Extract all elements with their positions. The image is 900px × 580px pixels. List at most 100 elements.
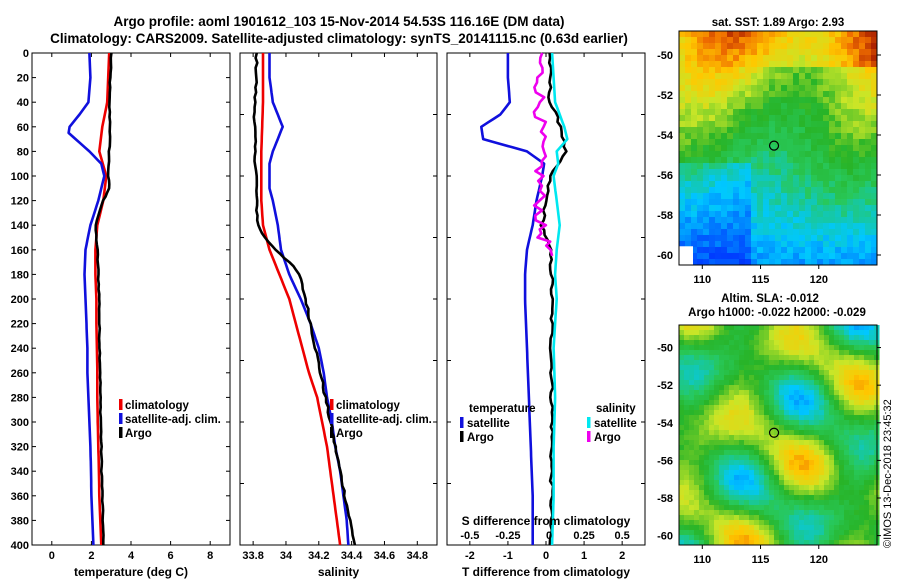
heat-cell <box>854 400 860 406</box>
heat-cell <box>819 490 825 496</box>
heat-cell <box>751 217 758 224</box>
heat-cell <box>829 79 836 86</box>
heat-cell <box>849 405 855 411</box>
heat-cell <box>859 247 866 254</box>
heat-cell <box>787 73 794 80</box>
heat-cell <box>849 490 855 496</box>
heat-cell <box>685 73 692 80</box>
heat-cell <box>775 181 782 188</box>
heat-cell <box>764 340 770 346</box>
heat-cell <box>869 425 875 431</box>
heat-cell <box>824 410 830 416</box>
heat-cell <box>685 121 692 128</box>
heat-cell <box>739 103 746 110</box>
heat-cell <box>751 199 758 206</box>
heat-cell <box>844 465 850 471</box>
heat-cell <box>853 187 860 194</box>
heat-cell <box>689 370 695 376</box>
heat-cell <box>839 330 845 336</box>
heat-cell <box>865 133 872 140</box>
heat-cell <box>689 360 695 366</box>
heat-cell <box>685 205 692 212</box>
heat-cell <box>774 470 780 476</box>
heat-cell <box>703 115 710 122</box>
heat-cell <box>759 520 765 526</box>
heat-cell <box>689 515 695 521</box>
heat-cell <box>841 253 848 260</box>
heat-cell <box>809 440 815 446</box>
heat-cell <box>834 380 840 386</box>
heat-cell <box>734 385 740 391</box>
heat-cell <box>835 199 842 206</box>
heat-cell <box>794 355 800 361</box>
heat-cell <box>871 97 878 104</box>
heat-cell <box>824 525 830 531</box>
heat-cell <box>739 133 746 140</box>
heat-cell <box>764 520 770 526</box>
heat-cell <box>739 395 745 401</box>
heat-cell <box>719 540 725 546</box>
heat-cell <box>709 520 715 526</box>
heat-cell <box>691 223 698 230</box>
heat-cell <box>819 345 825 351</box>
heat-cell <box>749 495 755 501</box>
heat-cell <box>784 355 790 361</box>
heat-cell <box>869 370 875 376</box>
heat-cell <box>679 525 685 531</box>
heat-cell <box>824 385 830 391</box>
heat-cell <box>749 515 755 521</box>
heat-cell <box>769 127 776 134</box>
heat-cell <box>689 505 695 511</box>
heat-cell <box>859 505 865 511</box>
heat-cell <box>751 241 758 248</box>
map-subtitle: Argo h1000: -0.022 h2000: -0.029 <box>688 307 866 319</box>
heat-cell <box>834 385 840 391</box>
heat-cell <box>719 445 725 451</box>
heat-cell <box>829 510 835 516</box>
heat-cell <box>804 480 810 486</box>
x-tick-label: 120 <box>810 554 828 566</box>
heat-cell <box>754 390 760 396</box>
heat-cell <box>694 355 700 361</box>
heat-cell <box>749 405 755 411</box>
heat-cell <box>854 505 860 511</box>
heat-cell <box>819 340 825 346</box>
heat-cell <box>799 350 805 356</box>
heat-cell <box>703 67 710 74</box>
heat-cell <box>715 157 722 164</box>
heat-cell <box>749 475 755 481</box>
heat-cell <box>759 525 765 531</box>
heat-cell <box>754 350 760 356</box>
heat-cell <box>769 365 775 371</box>
heat-cell <box>871 127 878 134</box>
heat-cell <box>703 253 710 260</box>
heat-cell <box>694 515 700 521</box>
heat-cell <box>734 335 740 341</box>
heat-cell <box>714 400 720 406</box>
heat-cell <box>864 470 870 476</box>
heat-cell <box>714 380 720 386</box>
heat-cell <box>689 385 695 391</box>
heat-cell <box>864 355 870 361</box>
heat-cell <box>721 259 728 266</box>
heat-cell <box>709 139 716 146</box>
heat-cell <box>709 370 715 376</box>
heat-cell <box>793 235 800 242</box>
heat-cell <box>829 405 835 411</box>
heat-cell <box>739 241 746 248</box>
heat-cell <box>704 470 710 476</box>
heat-cell <box>733 133 740 140</box>
heat-cell <box>733 103 740 110</box>
heat-cell <box>775 187 782 194</box>
heat-cell <box>829 465 835 471</box>
heat-cell <box>859 43 866 50</box>
heat-cell <box>759 450 765 456</box>
heat-cell <box>844 405 850 411</box>
heat-cell <box>775 31 782 38</box>
heat-cell <box>847 223 854 230</box>
heat-cell <box>799 31 806 38</box>
heat-cell <box>784 375 790 381</box>
heat-cell <box>721 247 728 254</box>
heat-cell <box>865 97 872 104</box>
heat-cell <box>799 121 806 128</box>
